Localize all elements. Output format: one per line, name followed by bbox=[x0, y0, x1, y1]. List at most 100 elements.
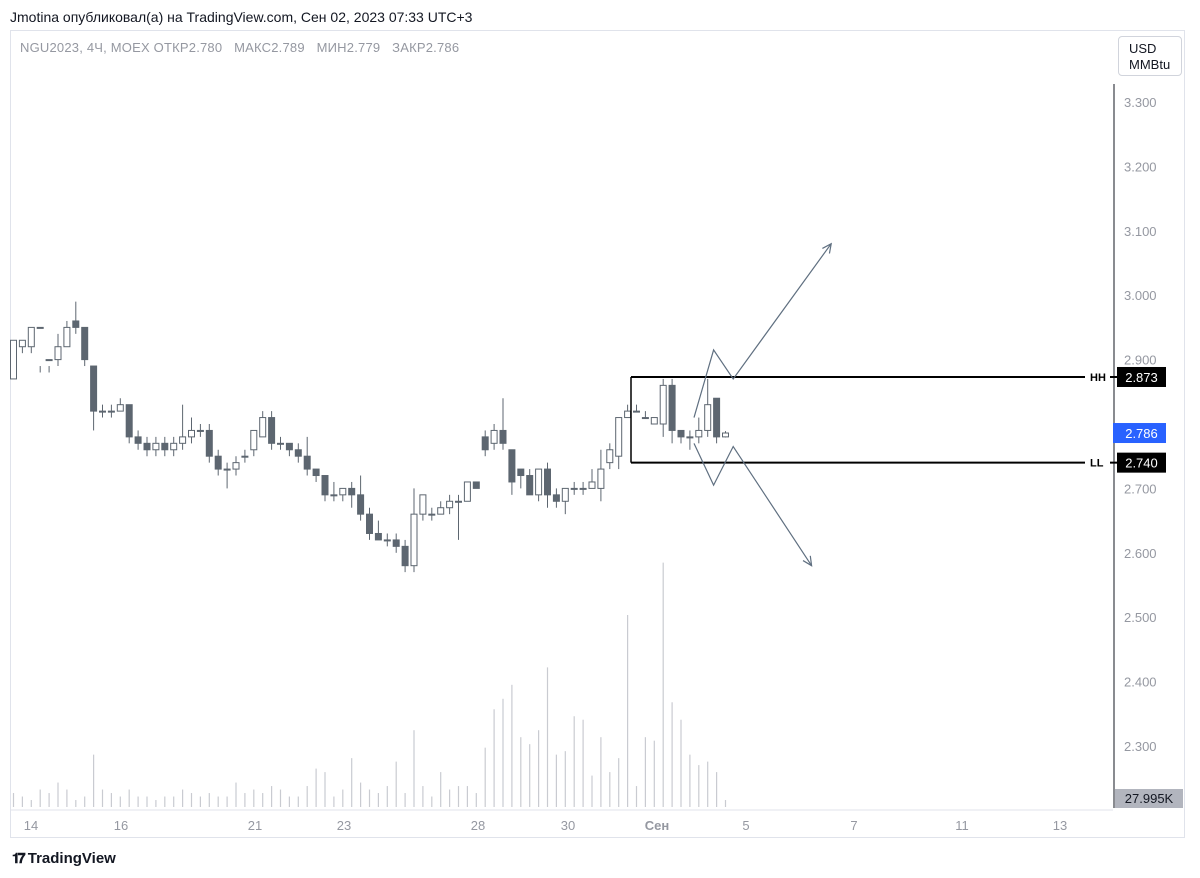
y-tick-label: 2.700 bbox=[1124, 481, 1157, 496]
currency-unit-button[interactable]: USD MMBtu bbox=[1118, 36, 1182, 76]
candle-body bbox=[54, 346, 62, 361]
open-value: 2.780 bbox=[188, 40, 223, 55]
candle-body bbox=[410, 513, 418, 567]
chart-frame bbox=[10, 30, 1185, 838]
y-tick-label: 3.100 bbox=[1124, 224, 1157, 239]
y-tick-label: 3.000 bbox=[1124, 288, 1157, 303]
symbol-label[interactable]: NGU2023, 4Ч, MOEX bbox=[20, 40, 150, 55]
volume-value-label: 27.995K bbox=[1125, 791, 1174, 806]
candle-body bbox=[624, 410, 632, 419]
candle-body bbox=[392, 539, 400, 547]
x-tick-label: 5 bbox=[742, 818, 749, 833]
high-value: 2.789 bbox=[271, 40, 305, 55]
projection-arrowhead-bearish bbox=[802, 555, 813, 567]
candle-body bbox=[125, 404, 133, 438]
candle-body bbox=[428, 513, 436, 516]
candle-body bbox=[294, 449, 302, 457]
candle-body bbox=[277, 442, 284, 445]
candle-body bbox=[339, 487, 347, 496]
candle-body bbox=[312, 468, 320, 477]
candle-body bbox=[499, 429, 507, 444]
candle-body bbox=[116, 404, 124, 412]
candle-body bbox=[686, 436, 694, 439]
y-tick-label: 2.600 bbox=[1124, 546, 1157, 561]
tradingview-logo-icon: 𝟏𝟕 bbox=[12, 850, 26, 866]
low-label: МИН bbox=[316, 40, 347, 55]
low-value: 2.779 bbox=[346, 40, 381, 55]
candle-body bbox=[45, 359, 53, 362]
candle-body bbox=[579, 487, 587, 490]
projection-path-bullish bbox=[693, 243, 832, 418]
x-tick-label: 16 bbox=[114, 818, 128, 833]
candle-body bbox=[419, 494, 427, 515]
candle-body bbox=[205, 429, 213, 457]
candle-body bbox=[223, 468, 231, 471]
candle-body bbox=[250, 429, 258, 451]
candle-body bbox=[455, 500, 462, 503]
candle-body bbox=[641, 417, 649, 420]
candle-body bbox=[374, 532, 382, 541]
candle-body bbox=[18, 339, 26, 348]
candle-body bbox=[713, 397, 721, 438]
level-price-badge bbox=[1117, 366, 1166, 387]
candle-body bbox=[268, 417, 276, 444]
x-tick-label: 13 bbox=[1053, 818, 1067, 833]
candle-body bbox=[722, 432, 729, 438]
candle-body bbox=[472, 481, 480, 489]
candle-body bbox=[677, 429, 685, 438]
level-name-hh: HH bbox=[1090, 372, 1106, 384]
y-tick-label: 2.900 bbox=[1124, 353, 1157, 368]
level-price-label: 2.873 bbox=[1125, 370, 1158, 385]
candle-body bbox=[481, 436, 489, 451]
y-tick-label: 3.300 bbox=[1124, 95, 1157, 110]
level-price-badge bbox=[1117, 452, 1166, 473]
candle-body bbox=[659, 384, 667, 425]
candle-body bbox=[704, 404, 712, 431]
candle-body bbox=[650, 417, 658, 425]
open-label: ОТКР bbox=[153, 40, 189, 55]
x-tick-label: Сен bbox=[645, 818, 669, 833]
y-tick-label: 2.300 bbox=[1124, 739, 1157, 754]
candle-body bbox=[27, 326, 35, 348]
candle-body bbox=[366, 513, 373, 534]
candle-body bbox=[535, 468, 543, 496]
published-header: Jmotina опубликовал(а) на TradingView.co… bbox=[10, 9, 473, 25]
candle-body bbox=[321, 475, 329, 496]
current-price-label: 2.786 bbox=[1125, 426, 1158, 441]
candle-body bbox=[99, 410, 106, 413]
candle-body bbox=[241, 455, 249, 458]
y-tick-label: 2.400 bbox=[1124, 675, 1157, 690]
x-tick-label: 14 bbox=[24, 818, 38, 833]
tradingview-logo[interactable]: 𝟏𝟕 TradingView bbox=[12, 850, 116, 867]
level-name-ll: LL bbox=[1090, 458, 1104, 470]
candle-body bbox=[668, 384, 676, 431]
candle-body bbox=[259, 417, 267, 438]
candle-body bbox=[285, 442, 293, 451]
candle-body bbox=[490, 429, 498, 444]
unit-currency: USD bbox=[1129, 41, 1157, 56]
candle-body bbox=[90, 365, 98, 412]
x-tick-label: 21 bbox=[248, 818, 262, 833]
x-tick-label: 7 bbox=[850, 818, 857, 833]
candle-body bbox=[196, 429, 204, 432]
candle-body bbox=[232, 462, 240, 470]
candle-body bbox=[588, 481, 596, 489]
unit-measure: MMBtu bbox=[1129, 57, 1171, 72]
candle-body bbox=[36, 326, 44, 329]
current-price-badge bbox=[1113, 423, 1166, 444]
high-label: МАКС bbox=[234, 40, 272, 55]
volume-value-badge bbox=[1115, 789, 1183, 808]
candle-body bbox=[437, 507, 445, 515]
candle-body bbox=[544, 468, 551, 496]
x-tick-label: 30 bbox=[561, 818, 575, 833]
candle-body bbox=[383, 539, 391, 542]
candle-body bbox=[143, 442, 151, 451]
candle-body bbox=[63, 326, 71, 348]
candle-body bbox=[161, 442, 169, 451]
candle-body bbox=[214, 455, 222, 470]
x-tick-label: 11 bbox=[955, 818, 969, 833]
candle-body bbox=[401, 545, 409, 567]
candle-body bbox=[81, 326, 89, 361]
candle-body bbox=[446, 500, 454, 509]
